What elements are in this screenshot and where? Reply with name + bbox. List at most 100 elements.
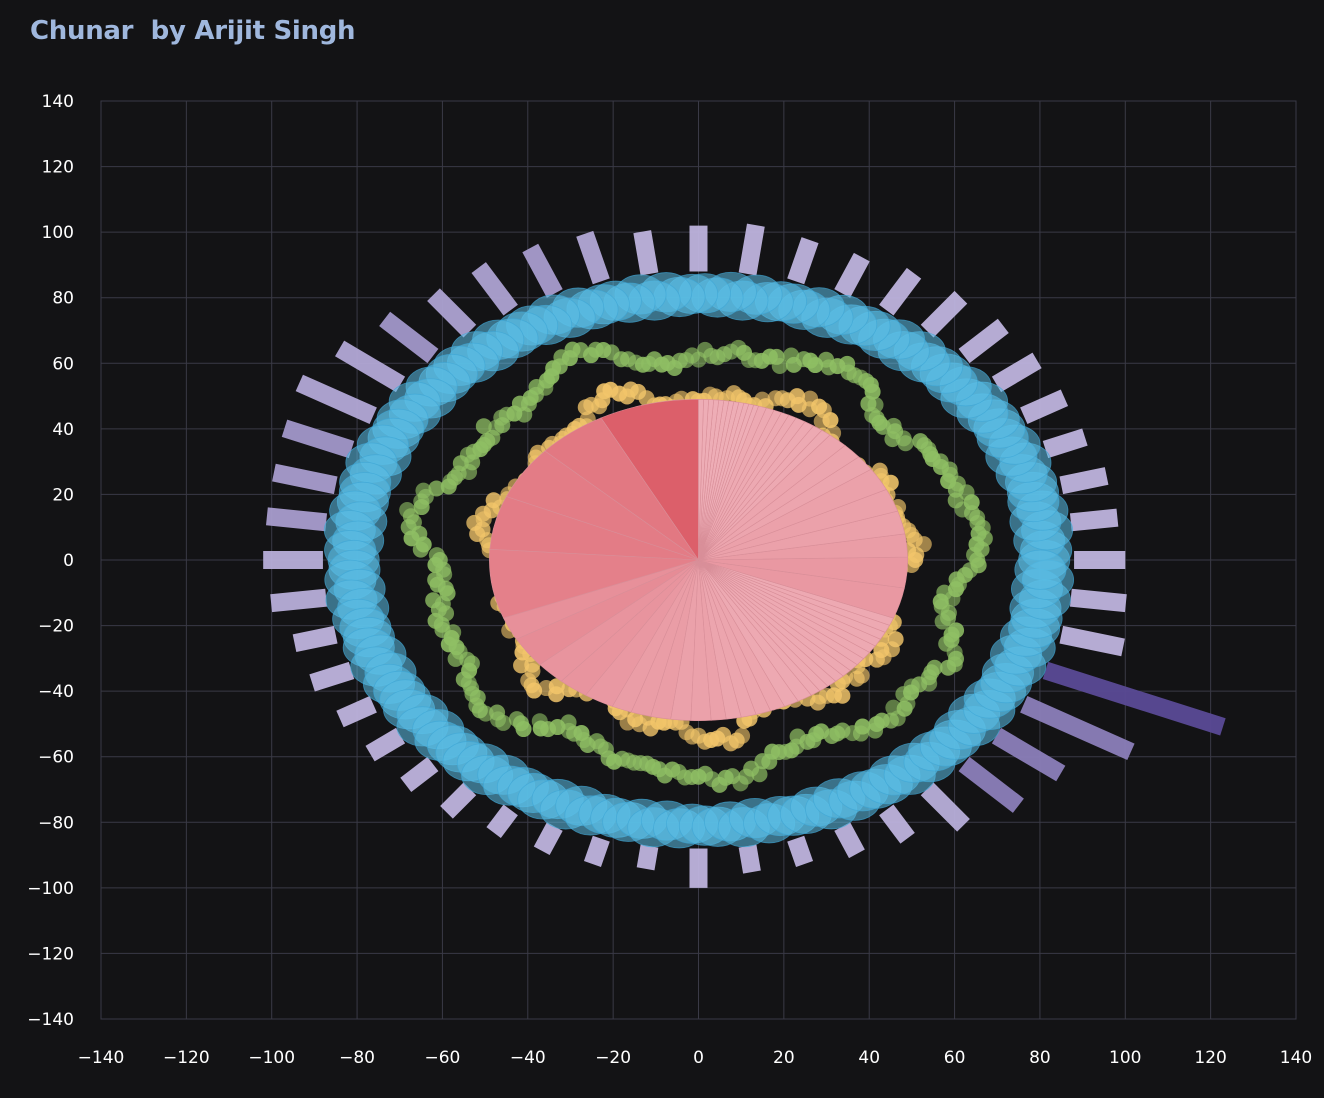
ring-marker (1014, 549, 1067, 590)
radial-bar (633, 230, 659, 276)
x-tick-label: −100 (248, 1048, 295, 1068)
x-tick-label: 100 (1109, 1048, 1141, 1068)
radial-bars (263, 223, 1226, 888)
radial-bar (1020, 696, 1135, 761)
plot-border (100, 100, 1297, 1020)
x-tick-label: −120 (163, 1048, 210, 1068)
y-tick-label: 80 (52, 289, 74, 309)
green-point (783, 347, 800, 364)
radial-bar (379, 311, 439, 364)
green-point (515, 721, 532, 738)
radial-bar (309, 661, 355, 692)
yellow-point (887, 631, 904, 648)
green-point (495, 714, 512, 731)
radial-bar (958, 318, 1009, 364)
radial-bar (486, 804, 518, 838)
radial-bar (265, 507, 328, 532)
x-tick-label: 140 (1280, 1048, 1312, 1068)
pie-slice (698, 399, 704, 561)
x-tick-label: 20 (773, 1048, 795, 1068)
y-tick-label: 40 (52, 420, 74, 440)
y-tick-label: −40 (38, 682, 74, 702)
radial-bar (1059, 625, 1125, 657)
x-tick-label: −20 (595, 1048, 631, 1068)
y-tick-label: 20 (52, 485, 74, 505)
y-tick-label: −20 (38, 617, 74, 637)
radial-bar (427, 288, 477, 338)
pie-chart (489, 399, 908, 721)
radial-bar (879, 804, 915, 844)
radial-bar (920, 782, 970, 832)
y-axis-ticks: 140 120 100 80 60 40 20 0 −20 −40 −60 −80 −100 −120 −1… (27, 92, 74, 1030)
radial-bar (576, 230, 610, 285)
radial-bar (1069, 588, 1127, 613)
radial-bar (295, 374, 377, 424)
yellow-point (734, 727, 751, 744)
green-point (948, 622, 965, 639)
x-tick-label: 60 (944, 1048, 966, 1068)
radial-bar (787, 237, 819, 285)
radial-bar (920, 290, 968, 338)
radial-bar (281, 419, 355, 459)
y-tick-label: −100 (27, 879, 74, 899)
y-tick-label: −140 (27, 1010, 74, 1030)
radial-bar (522, 243, 563, 298)
y-tick-label: 0 (63, 551, 74, 571)
green-point (475, 418, 492, 435)
y-tick-label: 140 (42, 92, 74, 112)
radial-bar (292, 625, 338, 652)
radial-bar (533, 822, 563, 856)
green-point (970, 557, 987, 574)
x-tick-label: 0 (693, 1048, 704, 1068)
green-point (447, 650, 464, 667)
radial-bar (365, 727, 406, 762)
x-axis-ticks: −140 −120 −100 −80 −60 −40 −20 0 20 40 60 80 100 120 1… (78, 1048, 1313, 1068)
radial-bar (1042, 428, 1088, 459)
x-tick-label: −140 (78, 1048, 125, 1068)
x-tick-label: −40 (510, 1048, 546, 1068)
x-tick-label: 120 (1194, 1048, 1226, 1068)
chart-title: Chunar by Arijit Singh (30, 16, 356, 46)
yellow-point (548, 686, 565, 703)
radial-bar (738, 844, 761, 874)
radial-bar (272, 463, 338, 495)
radial-bar (738, 223, 765, 276)
green-point (403, 530, 420, 547)
green-point (912, 433, 929, 450)
y-tick-label: −120 (27, 944, 74, 964)
x-tick-label: −80 (339, 1048, 375, 1068)
radial-bar (400, 756, 439, 793)
green-point (854, 718, 871, 735)
y-tick-label: −60 (38, 748, 74, 768)
radial-bar (471, 262, 518, 316)
radial-bar (958, 756, 1024, 813)
green-point (926, 659, 943, 676)
green-point (412, 541, 429, 558)
pie-slice (600, 399, 699, 561)
radial-bar (583, 835, 610, 867)
radial-bar (834, 252, 870, 298)
green-point (440, 478, 457, 495)
radial-bar (440, 782, 477, 819)
green-point (413, 499, 430, 516)
yellow-point (526, 682, 543, 699)
radial-bar (1059, 467, 1109, 495)
radial-bar (991, 352, 1042, 393)
blue-ring-series (323, 271, 1075, 849)
x-tick-label: −60 (424, 1048, 460, 1068)
radial-bar (991, 727, 1066, 782)
y-tick-label: 60 (52, 354, 74, 374)
green-point (751, 766, 768, 783)
radial-bar (834, 822, 865, 859)
y-tick-label: −80 (38, 813, 74, 833)
x-tick-label: 40 (858, 1048, 880, 1068)
y-tick-label: 120 (42, 158, 74, 178)
radial-bar (1042, 661, 1226, 736)
radial-bar (1020, 389, 1069, 424)
green-scatter-series (399, 339, 993, 793)
radial-bar (636, 844, 659, 871)
y-tick-label: 100 (42, 223, 74, 243)
radial-bar (1069, 508, 1119, 532)
yellow-point (577, 399, 594, 416)
